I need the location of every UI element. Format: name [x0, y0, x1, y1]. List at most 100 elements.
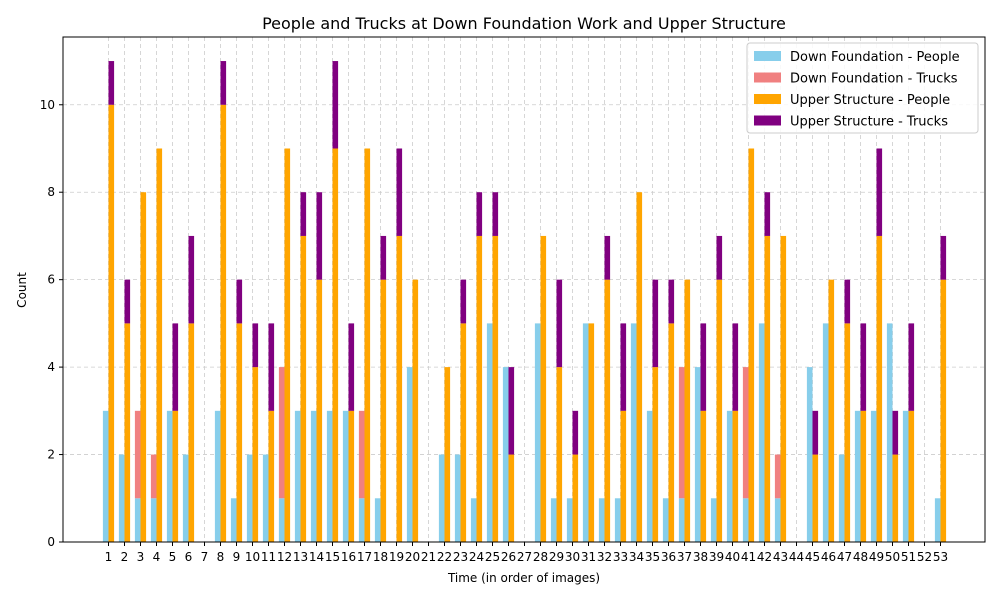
legend-swatch	[754, 115, 781, 126]
upper-structure-trucks-bar	[652, 279, 659, 368]
down-foundation-people-bar	[534, 323, 541, 542]
x-tick-label: 35	[645, 550, 660, 564]
y-tick-label: 0	[47, 535, 55, 549]
upper-structure-trucks-bar	[108, 61, 115, 105]
x-tick-label: 40	[725, 550, 740, 564]
upper-structure-people-bar	[476, 235, 483, 542]
x-tick-label: 13	[293, 550, 308, 564]
upper-structure-trucks-bar	[172, 323, 179, 411]
upper-structure-people-bar	[108, 104, 115, 542]
upper-structure-people-bar	[412, 279, 419, 542]
down-foundation-people-bar	[854, 410, 861, 542]
x-tick-label: 30	[565, 550, 580, 564]
upper-structure-people-bar	[492, 235, 499, 542]
down-foundation-people-bar	[598, 498, 605, 542]
down-foundation-people-bar	[358, 498, 365, 542]
down-foundation-people-bar	[166, 410, 173, 542]
down-foundation-people-bar	[678, 498, 685, 542]
down-foundation-people-bar	[438, 454, 445, 542]
down-foundation-people-bar	[550, 498, 557, 542]
upper-structure-people-bar	[780, 235, 787, 542]
upper-structure-people-bar	[908, 410, 915, 542]
upper-structure-trucks-bar	[220, 61, 227, 105]
down-foundation-people-bar	[870, 410, 877, 542]
x-tick-label: 9	[233, 550, 241, 564]
x-tick-label: 41	[741, 550, 756, 564]
y-tick-label: 4	[47, 360, 55, 374]
legend-label: Down Foundation - Trucks	[790, 72, 958, 87]
y-tick-label: 6	[47, 273, 55, 287]
x-tick-label: 6	[185, 550, 193, 564]
x-tick-label: 10	[245, 550, 260, 564]
upper-structure-people-bar	[220, 104, 227, 542]
x-tick-label: 24	[469, 550, 484, 564]
x-tick-label: 23	[453, 550, 468, 564]
down-foundation-trucks-bar	[134, 410, 141, 499]
x-tick-label: 15	[325, 550, 340, 564]
upper-structure-trucks-bar	[940, 235, 947, 280]
upper-structure-people-bar	[876, 235, 883, 542]
upper-structure-trucks-bar	[604, 235, 611, 280]
down-foundation-people-bar	[342, 410, 349, 542]
x-tick-label: 21	[421, 550, 436, 564]
down-foundation-people-bar	[374, 498, 381, 542]
upper-structure-trucks-bar	[620, 323, 627, 411]
x-tick-label: 4	[153, 550, 161, 564]
x-tick-label: 33	[613, 550, 628, 564]
upper-structure-trucks-bar	[892, 410, 899, 455]
upper-structure-trucks-bar	[732, 323, 739, 411]
x-axis-label: Time (in order of images)	[447, 571, 600, 585]
x-tick-label: 17	[357, 550, 372, 564]
upper-structure-people-bar	[444, 367, 451, 542]
upper-structure-people-bar	[364, 148, 371, 542]
upper-structure-trucks-bar	[764, 192, 771, 236]
upper-structure-people-bar	[940, 279, 947, 542]
upper-structure-trucks-bar	[268, 323, 275, 411]
upper-structure-people-bar	[812, 454, 819, 542]
down-foundation-people-bar	[262, 454, 269, 542]
upper-structure-trucks-bar	[476, 192, 483, 236]
legend-swatch	[754, 94, 781, 104]
down-foundation-people-bar	[134, 498, 141, 542]
down-foundation-people-bar	[278, 498, 285, 542]
x-tick-label: 48	[853, 550, 868, 564]
x-tick-label: 49	[869, 550, 884, 564]
upper-structure-people-bar	[636, 192, 643, 543]
down-foundation-people-bar	[102, 410, 109, 542]
upper-structure-trucks-bar	[396, 148, 403, 236]
down-foundation-trucks-bar	[358, 410, 365, 499]
legend-label: Upper Structure - People	[790, 93, 950, 108]
upper-structure-people-bar	[684, 279, 691, 542]
x-tick-label: 20	[405, 550, 420, 564]
legend: Down Foundation - People Down Foundation …	[746, 42, 979, 134]
down-foundation-people-bar	[566, 498, 573, 542]
upper-structure-trucks-bar	[716, 235, 723, 280]
x-tick-label: 45	[805, 550, 820, 564]
x-tick-label: 14	[309, 550, 324, 564]
down-foundation-people-bar	[662, 498, 669, 542]
upper-structure-people-bar	[348, 410, 355, 542]
upper-structure-trucks-bar	[860, 323, 867, 411]
upper-structure-trucks-bar	[700, 323, 707, 411]
x-tick-label: 22	[437, 550, 452, 564]
x-tick-label: 44	[789, 550, 804, 564]
down-foundation-people-bar	[406, 367, 413, 542]
down-foundation-people-bar	[710, 498, 717, 542]
down-foundation-people-bar	[758, 323, 765, 542]
upper-structure-people-bar	[700, 410, 707, 542]
down-foundation-people-bar	[486, 323, 493, 542]
down-foundation-people-bar	[774, 498, 781, 542]
upper-structure-trucks-bar	[460, 279, 467, 324]
upper-structure-people-bar	[236, 323, 243, 542]
upper-structure-people-bar	[460, 323, 467, 542]
x-tick-label: 32	[597, 550, 612, 564]
upper-structure-trucks-bar	[876, 148, 883, 236]
x-tick-label: 16	[341, 550, 356, 564]
upper-structure-people-bar	[764, 235, 771, 542]
upper-structure-people-bar	[844, 323, 851, 542]
y-axis-label: Count	[15, 272, 29, 308]
upper-structure-people-bar	[124, 323, 131, 542]
down-foundation-trucks-bar	[678, 367, 685, 499]
x-tick-label: 19	[389, 550, 404, 564]
x-tick-label: 53	[933, 550, 948, 564]
